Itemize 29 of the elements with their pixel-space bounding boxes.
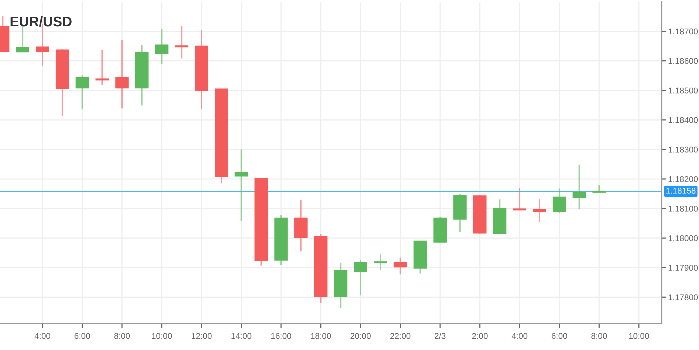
y-tick-label: 1.18400 (668, 117, 698, 124)
x-tick-label: 2/3 (434, 333, 446, 340)
y-tick-label: 1.18100 (668, 206, 698, 212)
x-tick-label: 10:00 (629, 333, 650, 340)
y-tick-label: 1.18700 (668, 28, 698, 35)
y-tick-label: 1.18300 (668, 146, 698, 153)
x-tick-label: 8:00 (114, 333, 130, 340)
x-tick-label: 4:00 (34, 333, 51, 340)
x-tick-label: 22:00 (390, 333, 411, 340)
x-tick-label: 2:00 (472, 333, 488, 340)
y-tick-label: 1.18200 (668, 176, 698, 182)
x-tick-label: 14:00 (232, 333, 252, 340)
y-tick-label: 1.17800 (668, 294, 698, 301)
x-tick-label: 16:00 (272, 333, 292, 340)
x-tick-label: 8:00 (592, 333, 608, 340)
y-tick-label: 1.17900 (668, 265, 698, 271)
y-tick-label: 1.18500 (668, 88, 698, 94)
text: EUR/USD (10, 16, 72, 27)
y-tick-label: 1.18000 (668, 236, 698, 242)
x-tick-label: 6:00 (74, 333, 90, 340)
ref-line-label: 1.18158 (666, 188, 696, 194)
x-tick-label: 10:00 (152, 333, 172, 340)
x-tick-label: 12:00 (192, 333, 212, 340)
x-tick-label: 6:00 (552, 333, 568, 340)
x-tick-label: 4:00 (512, 333, 528, 340)
y-tick-label: 1.18600 (668, 58, 698, 64)
candlestick (434, 216, 447, 244)
x-tick-label: 20:00 (350, 333, 371, 340)
x-tick-label: 18:00 (311, 333, 332, 340)
